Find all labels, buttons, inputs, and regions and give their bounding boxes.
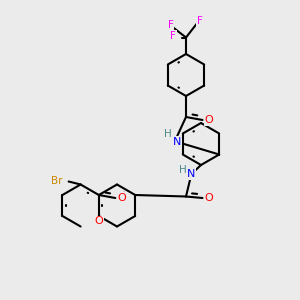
Text: Br: Br <box>52 176 63 187</box>
Text: O: O <box>205 115 214 125</box>
Text: F: F <box>196 16 202 26</box>
Text: F: F <box>168 20 174 31</box>
Text: H: H <box>164 128 171 139</box>
Text: F: F <box>170 31 176 41</box>
Text: H: H <box>178 165 186 176</box>
Text: N: N <box>173 137 181 147</box>
Text: O: O <box>94 216 103 226</box>
Text: O: O <box>118 193 126 203</box>
Text: N: N <box>187 169 196 179</box>
Text: O: O <box>205 193 214 203</box>
